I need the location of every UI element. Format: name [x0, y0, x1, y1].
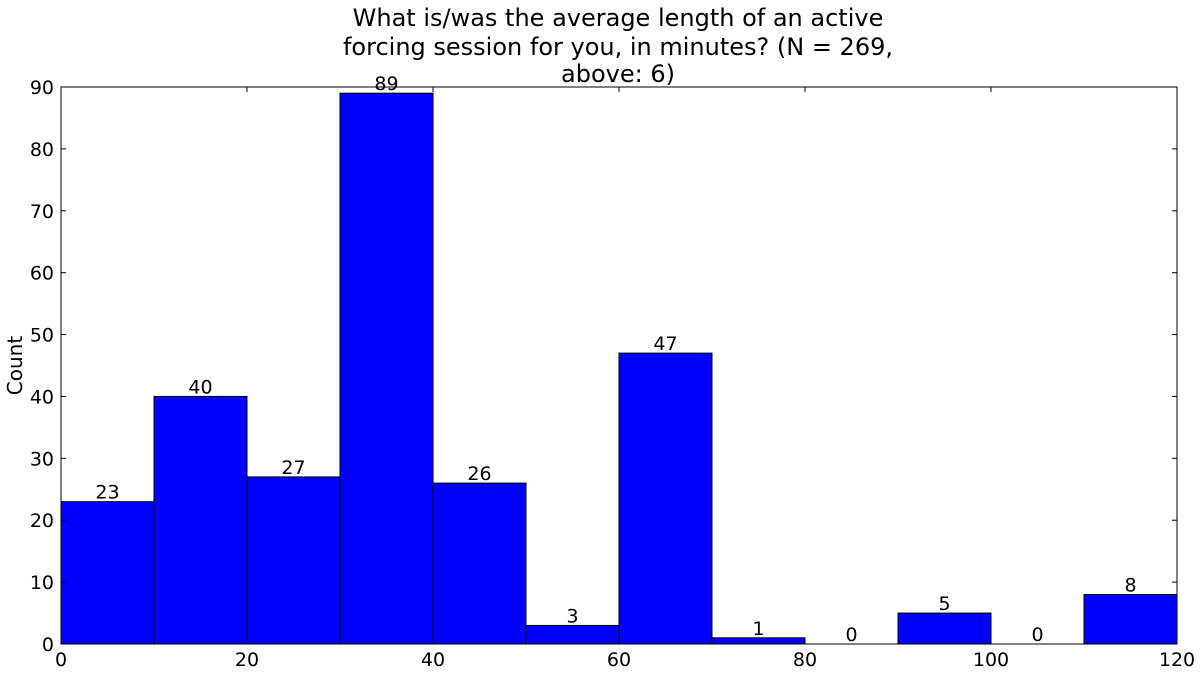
x-tick-label-5: 100: [973, 649, 1009, 671]
bar-1: [153, 395, 248, 645]
bar-3: [339, 92, 434, 645]
x-tick-label-3: 60: [607, 649, 631, 671]
x-axis: 0 20 40 60 80 100 120: [55, 87, 1195, 671]
y-tick-label-2: 20: [30, 510, 54, 532]
bar-value-label-10: 0: [1031, 624, 1043, 646]
x-tick-label-4: 80: [793, 649, 817, 671]
y-tick-label-0: 0: [42, 634, 54, 656]
bar-value-label-0: 23: [95, 482, 119, 504]
bar-value-label-5: 3: [566, 605, 578, 627]
y-tick-label-5: 50: [30, 325, 54, 347]
x-tick-label-1: 20: [235, 649, 259, 671]
chart-title-line-3: above: 6): [561, 60, 675, 88]
bar-11: [1083, 593, 1178, 645]
x-tick-label-6: 120: [1159, 649, 1195, 671]
bar-value-label-4: 26: [467, 463, 491, 485]
bars: [60, 92, 1178, 645]
bar-value-label-11: 8: [1124, 574, 1136, 596]
y-tick-label-1: 10: [30, 572, 54, 594]
bar-9: [897, 612, 992, 645]
chart-title-line-1: What is/was the average length of an act…: [353, 4, 884, 32]
chart-title: What is/was the average length of an act…: [343, 4, 893, 88]
bar-4: [432, 482, 527, 645]
y-axis-label: Count: [3, 336, 27, 396]
bar-6: [618, 352, 713, 645]
y-tick-label-7: 70: [30, 201, 54, 223]
y-tick-label-8: 80: [30, 139, 54, 161]
bar-value-label-7: 1: [752, 618, 764, 640]
chart-title-line-2: forcing session for you, in minutes? (N …: [343, 33, 893, 61]
bar-0: [60, 501, 155, 645]
x-tick-label-0: 0: [55, 649, 67, 671]
bar-2: [246, 476, 341, 645]
bar-value-label-1: 40: [188, 376, 212, 398]
y-tick-label-4: 40: [30, 386, 54, 408]
bar-value-label-8: 0: [845, 624, 857, 646]
y-tick-label-9: 90: [30, 77, 54, 99]
y-tick-label-6: 60: [30, 263, 54, 285]
bar-value-label-6: 47: [653, 333, 677, 355]
bar-value-label-2: 27: [281, 457, 305, 479]
bar-value-label-3: 89: [374, 73, 398, 95]
bar-value-label-9: 5: [938, 593, 950, 615]
y-tick-label-3: 30: [30, 448, 54, 470]
bar-5: [525, 624, 620, 645]
x-tick-label-2: 40: [421, 649, 445, 671]
